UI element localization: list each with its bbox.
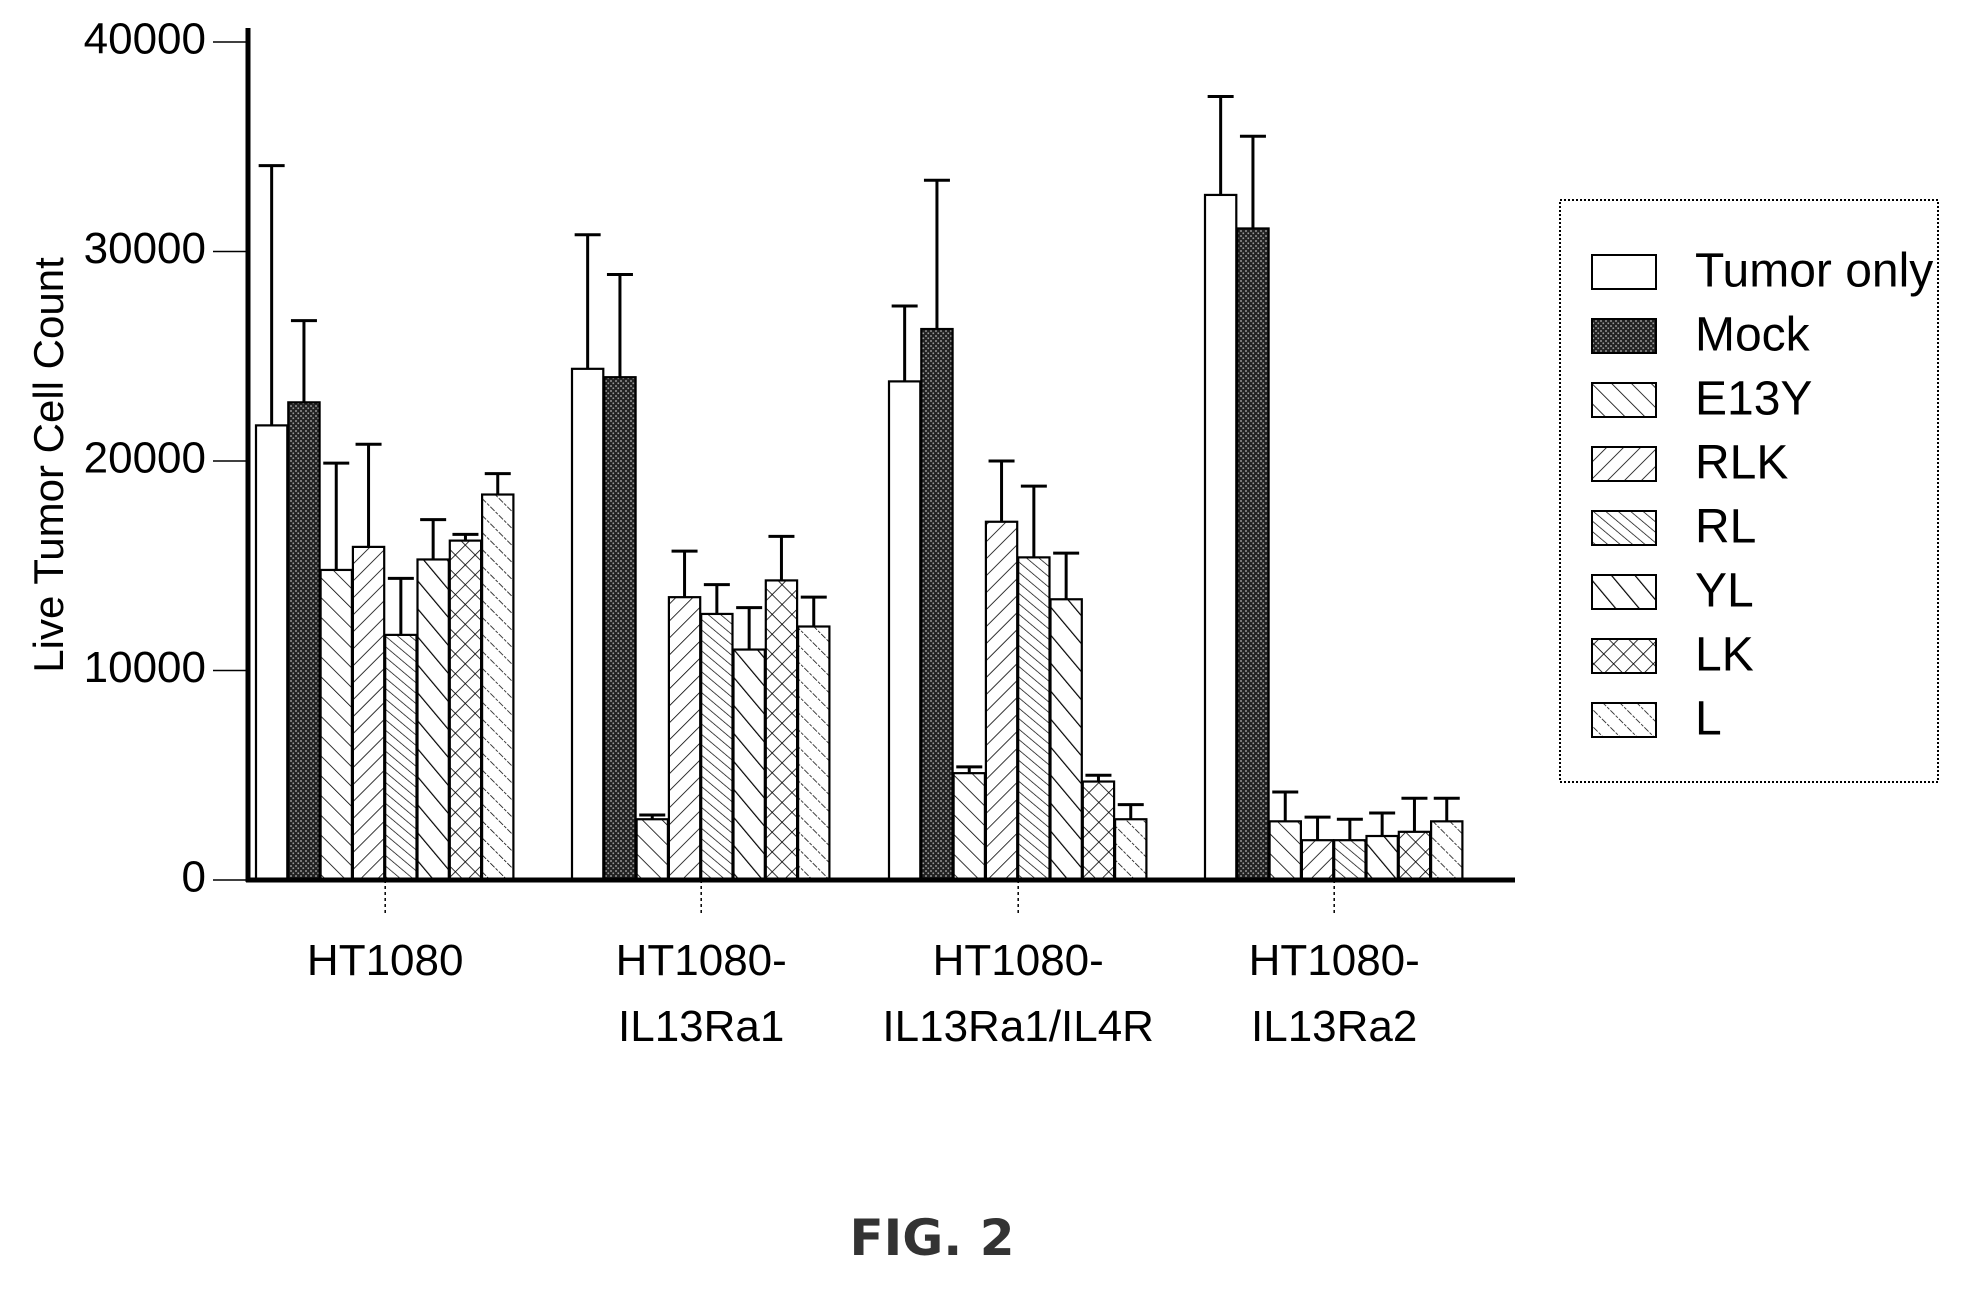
bar-rlk-group-1 xyxy=(351,545,386,882)
figure-label: FIG. 2 xyxy=(850,1209,1015,1267)
x-tick-label-3-line-2: IL13Ra1/IL4R xyxy=(882,1002,1154,1051)
bar-tumor-only-group-2 xyxy=(570,367,605,882)
bar-lk-group-2 xyxy=(764,579,799,882)
y-tick-label-10000: 10000 xyxy=(84,643,206,692)
bar-yl-group-3 xyxy=(1049,598,1083,882)
bar-l-group-1 xyxy=(481,493,515,882)
legend-box xyxy=(1559,199,1939,783)
legend-label-yl: YL xyxy=(1695,565,1754,618)
legend-swatch-yl xyxy=(1591,574,1657,610)
axes: 0 10000 20000 30000 40000 HT1080 HT1080- IL13Ra… xyxy=(84,15,1515,1051)
legend-swatch-mock xyxy=(1591,318,1657,354)
legend-label-mock: Mock xyxy=(1695,309,1811,362)
bar-rl-group-2 xyxy=(700,612,734,882)
bar-e13y-group-3 xyxy=(952,772,986,882)
bar-mock-group-2 xyxy=(603,376,637,882)
legend: Tumor only Mock E13Y RLK RL YL LK L xyxy=(1559,199,1939,783)
x-tick-label-2-line-1: HT1080- xyxy=(616,936,787,985)
bar-lk-group-3 xyxy=(1081,780,1116,882)
error-bars-layer xyxy=(258,94,1460,841)
x-tick-label-2-line-2: IL13Ra1 xyxy=(618,1002,784,1051)
bar-tumor-only-group-4 xyxy=(1203,193,1238,882)
bar-l-group-3 xyxy=(1113,818,1148,882)
bar-rlk-group-2 xyxy=(667,596,702,882)
bar-rl-group-4 xyxy=(1333,839,1367,882)
y-tick-label-40000: 40000 xyxy=(84,15,206,64)
bar-lk-group-4 xyxy=(1397,830,1432,882)
bar-mock-group-3 xyxy=(920,327,954,882)
bar-tumor-only-group-1 xyxy=(254,424,289,882)
y-tick-label-20000: 20000 xyxy=(84,434,206,483)
bar-rlk-group-4 xyxy=(1300,839,1335,882)
x-tick-label-3-line-1: HT1080- xyxy=(933,936,1104,985)
bar-e13y-group-4 xyxy=(1268,820,1302,882)
legend-label-lk: LK xyxy=(1695,629,1754,682)
bar-lk-group-1 xyxy=(448,539,483,882)
legend-swatch-rl xyxy=(1591,510,1657,546)
y-tick-label-30000: 30000 xyxy=(84,224,206,273)
legend-swatch-l xyxy=(1591,702,1657,738)
bar-e13y-group-2 xyxy=(635,818,669,882)
bar-l-group-2 xyxy=(796,625,831,882)
bar-yl-group-1 xyxy=(416,558,450,882)
bar-tumor-only-group-3 xyxy=(887,380,922,882)
bar-rlk-group-3 xyxy=(984,520,1019,882)
legend-label-e13y: E13Y xyxy=(1695,373,1812,426)
x-tick-label-1-line-1: HT1080 xyxy=(307,936,464,985)
bar-mock-group-1 xyxy=(287,401,321,882)
legend-swatch-lk xyxy=(1591,638,1657,674)
bars-layer xyxy=(254,193,1464,882)
bar-yl-group-4 xyxy=(1365,834,1399,882)
legend-label-l: L xyxy=(1695,693,1722,746)
x-tick-label-4-line-2: IL13Ra2 xyxy=(1251,1002,1417,1051)
legend-swatch-rlk xyxy=(1591,446,1657,482)
bar-yl-group-2 xyxy=(732,648,766,882)
bar-l-group-4 xyxy=(1429,820,1464,882)
legend-label-rl: RL xyxy=(1695,501,1756,554)
bar-rl-group-3 xyxy=(1017,556,1051,882)
legend-label-rlk: RLK xyxy=(1695,437,1788,490)
bar-e13y-group-1 xyxy=(319,568,354,882)
x-tick-label-4-line-1: HT1080- xyxy=(1249,936,1420,985)
legend-label-tumor-only: Tumor only xyxy=(1695,245,1933,298)
y-tick-label-0: 0 xyxy=(182,853,206,902)
bar-mock-group-4 xyxy=(1236,227,1270,882)
legend-swatch-e13y xyxy=(1591,382,1657,418)
legend-swatch-tumor-only xyxy=(1591,254,1657,290)
bar-rl-group-1 xyxy=(384,633,418,882)
y-axis-label: Live Tumor Cell Count xyxy=(25,257,72,673)
